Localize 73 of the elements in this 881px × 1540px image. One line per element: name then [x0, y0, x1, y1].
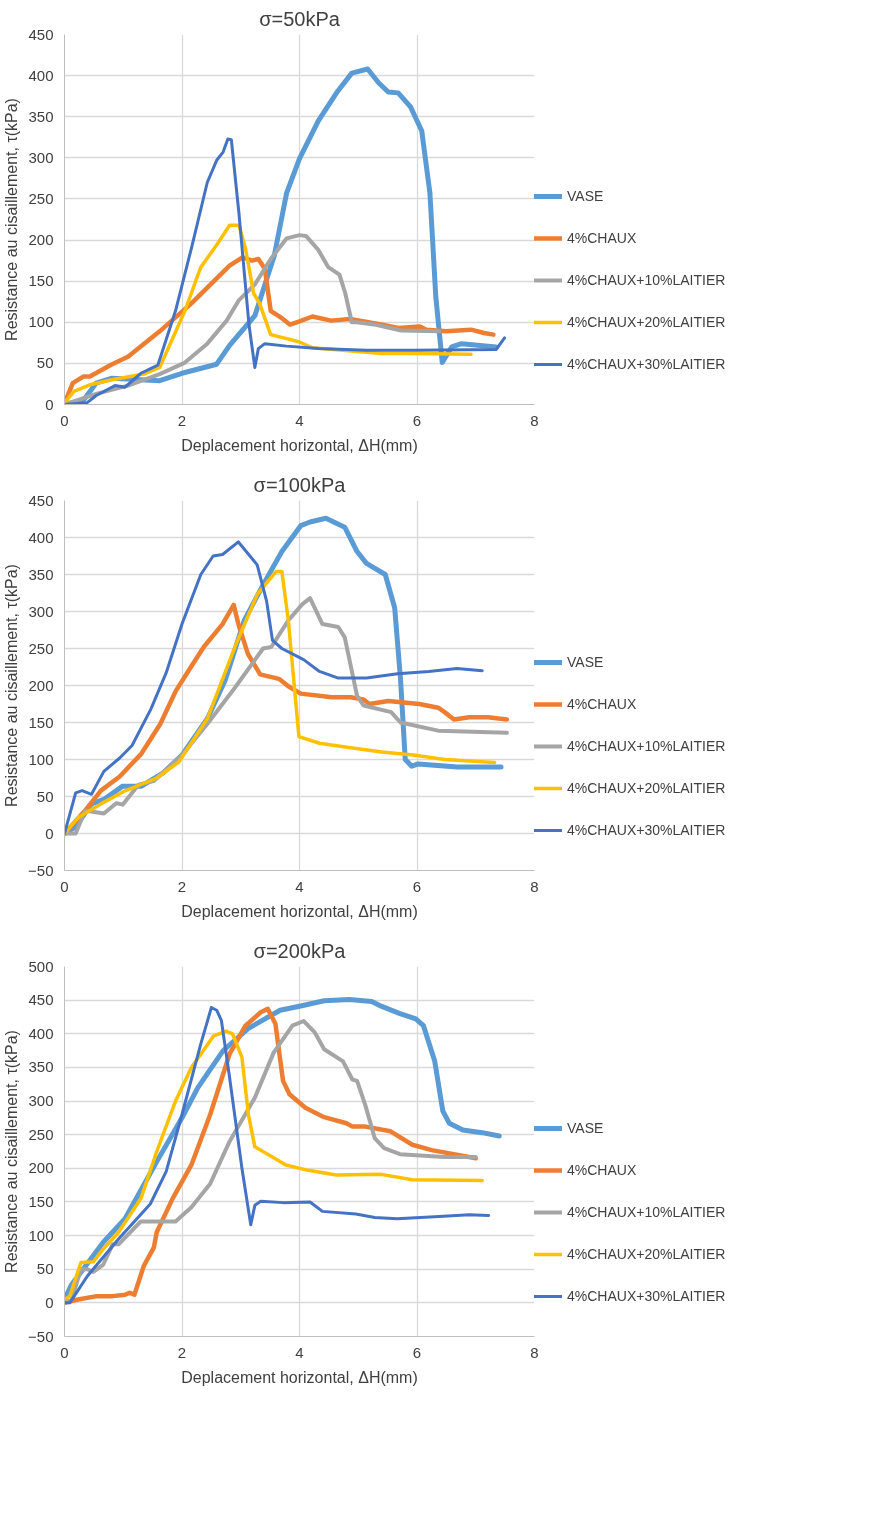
x-tick-label: 8 — [530, 877, 539, 895]
y-tick-label: 450 — [28, 991, 54, 1009]
y-tick-label: 500 — [28, 957, 54, 975]
y-tick-label: −50 — [28, 1327, 54, 1345]
y-tick-label: 350 — [28, 565, 54, 583]
y-tick-label: 50 — [36, 1260, 54, 1278]
legend-label: 4%CHAUX+30%LAITIER — [567, 1287, 726, 1305]
y-tick-label: 400 — [28, 528, 54, 546]
x-tick-label: 6 — [412, 877, 422, 895]
legend-label: VASE — [567, 1119, 604, 1137]
legend-label: VASE — [567, 653, 604, 671]
y-tick-label: 50 — [36, 787, 54, 805]
y-tick-label: 250 — [28, 1125, 54, 1143]
legend-label: 4%CHAUX+10%LAITIER — [567, 737, 726, 755]
x-tick-label: 0 — [60, 877, 69, 895]
legend-label: 4%CHAUX+20%LAITIER — [567, 779, 726, 797]
y-tick-label: 250 — [28, 189, 54, 207]
legend-label: 4%CHAUX+20%LAITIER — [567, 1245, 726, 1263]
legend-label: VASE — [567, 187, 604, 205]
x-tick-label: 2 — [177, 1343, 187, 1361]
y-tick-label: 250 — [28, 639, 54, 657]
y-tick-label: 100 — [28, 750, 54, 768]
x-axis-title: Deplacement horizontal, ΔH(mm) — [181, 436, 418, 454]
y-tick-label: 300 — [28, 602, 54, 620]
y-tick-label: 0 — [45, 1293, 54, 1311]
x-tick-label: 8 — [530, 411, 539, 429]
x-tick-label: 0 — [60, 1343, 69, 1361]
y-tick-label: −50 — [28, 861, 54, 879]
y-axis-title: Resistance au cisaillement, τ(kPa) — [3, 1030, 21, 1273]
x-tick-label: 4 — [295, 1343, 304, 1361]
y-tick-label: 0 — [45, 824, 54, 842]
line-series — [64, 137, 507, 405]
legend-label: 4%CHAUX+10%LAITIER — [567, 271, 726, 289]
y-tick-label: 450 — [28, 25, 54, 43]
y-tick-label: 400 — [28, 1024, 54, 1042]
y-tick-label: 100 — [28, 313, 54, 331]
x-tick-label: 6 — [412, 411, 422, 429]
x-axis-title: Deplacement horizontal, ΔH(mm) — [181, 1368, 418, 1386]
x-tick-label: 6 — [412, 1343, 422, 1361]
legend-label: 4%CHAUX+30%LAITIER — [567, 355, 726, 373]
y-tick-label: 200 — [28, 676, 54, 694]
legend-label: 4%CHAUX+20%LAITIER — [567, 313, 726, 331]
legend-label: 4%CHAUX+10%LAITIER — [567, 1203, 726, 1221]
legend-label: 4%CHAUX — [567, 695, 637, 713]
legend-label: 4%CHAUX — [567, 229, 637, 247]
y-tick-label: 400 — [28, 66, 54, 84]
x-tick-label: 8 — [530, 1343, 539, 1361]
x-tick-label: 4 — [295, 877, 304, 895]
y-tick-label: 450 — [28, 491, 54, 509]
legend-label: 4%CHAUX — [567, 1161, 637, 1179]
x-tick-label: 0 — [60, 411, 69, 429]
y-tick-label: 50 — [36, 354, 54, 372]
y-tick-label: 300 — [28, 148, 54, 166]
x-axis-title: Deplacement horizontal, ΔH(mm) — [181, 902, 418, 920]
y-tick-label: 100 — [28, 1226, 54, 1244]
y-tick-label: 350 — [28, 1058, 54, 1076]
y-axis-title: Resistance au cisaillement, τ(kPa) — [3, 564, 21, 807]
chart-title: σ=50kPa — [259, 7, 341, 30]
y-tick-label: 150 — [28, 272, 54, 290]
chart-title: σ=100kPa — [253, 473, 347, 496]
y-tick-label: 150 — [28, 713, 54, 731]
y-tick-label: 200 — [28, 1159, 54, 1177]
y-axis-title: Resistance au cisaillement, τ(kPa) — [3, 98, 21, 341]
chart-title: σ=200kPa — [253, 939, 347, 962]
y-tick-label: 150 — [28, 1192, 54, 1210]
y-tick-label: 300 — [28, 1092, 54, 1110]
y-tick-label: 200 — [28, 231, 54, 249]
x-tick-label: 2 — [177, 411, 187, 429]
y-tick-label: 0 — [45, 395, 54, 413]
legend-label: 4%CHAUX+30%LAITIER — [567, 821, 726, 839]
y-tick-label: 350 — [28, 107, 54, 125]
x-tick-label: 2 — [177, 877, 187, 895]
x-tick-label: 4 — [295, 411, 304, 429]
